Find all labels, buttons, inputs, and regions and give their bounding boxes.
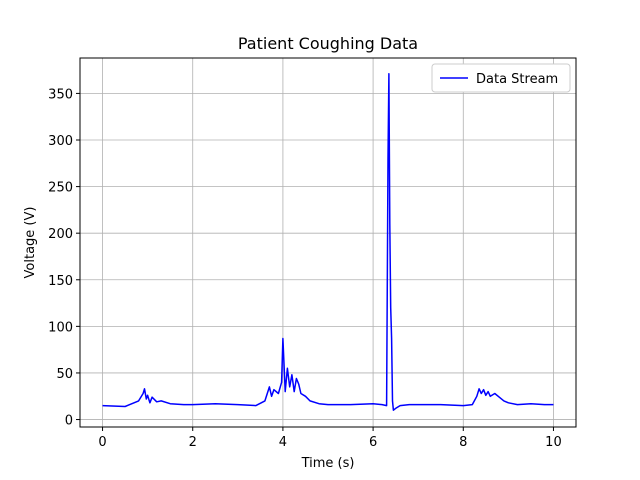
legend-label: Data Stream [476, 72, 558, 87]
y-tick-label: 200 [48, 227, 73, 242]
y-axis-label: Voltage (V) [23, 207, 38, 279]
x-tick-label: 0 [98, 435, 106, 450]
series-line [102, 73, 554, 411]
x-tick-label: 10 [545, 435, 562, 450]
legend: Data Stream [431, 63, 571, 93]
y-tick-label: 350 [48, 87, 73, 102]
grid [80, 58, 576, 427]
series-layer [102, 73, 554, 411]
y-tick-label: 300 [48, 134, 73, 149]
x-tick-label: 6 [369, 435, 377, 450]
y-tick-label: 0 [65, 414, 73, 429]
plot-frame [79, 57, 577, 428]
y-tick-label: 250 [48, 181, 73, 196]
chart-title: Patient Coughing Data [238, 34, 418, 53]
x-tick-label: 4 [279, 435, 287, 450]
legend-box [431, 63, 571, 93]
y-tick-label: 100 [48, 320, 73, 335]
y-tick-label: 150 [48, 274, 73, 289]
x-tick-label: 2 [189, 435, 197, 450]
x-axis-label: Time (s) [301, 456, 355, 471]
y-tick-label: 50 [56, 367, 73, 382]
x-tick-label: 8 [459, 435, 467, 450]
